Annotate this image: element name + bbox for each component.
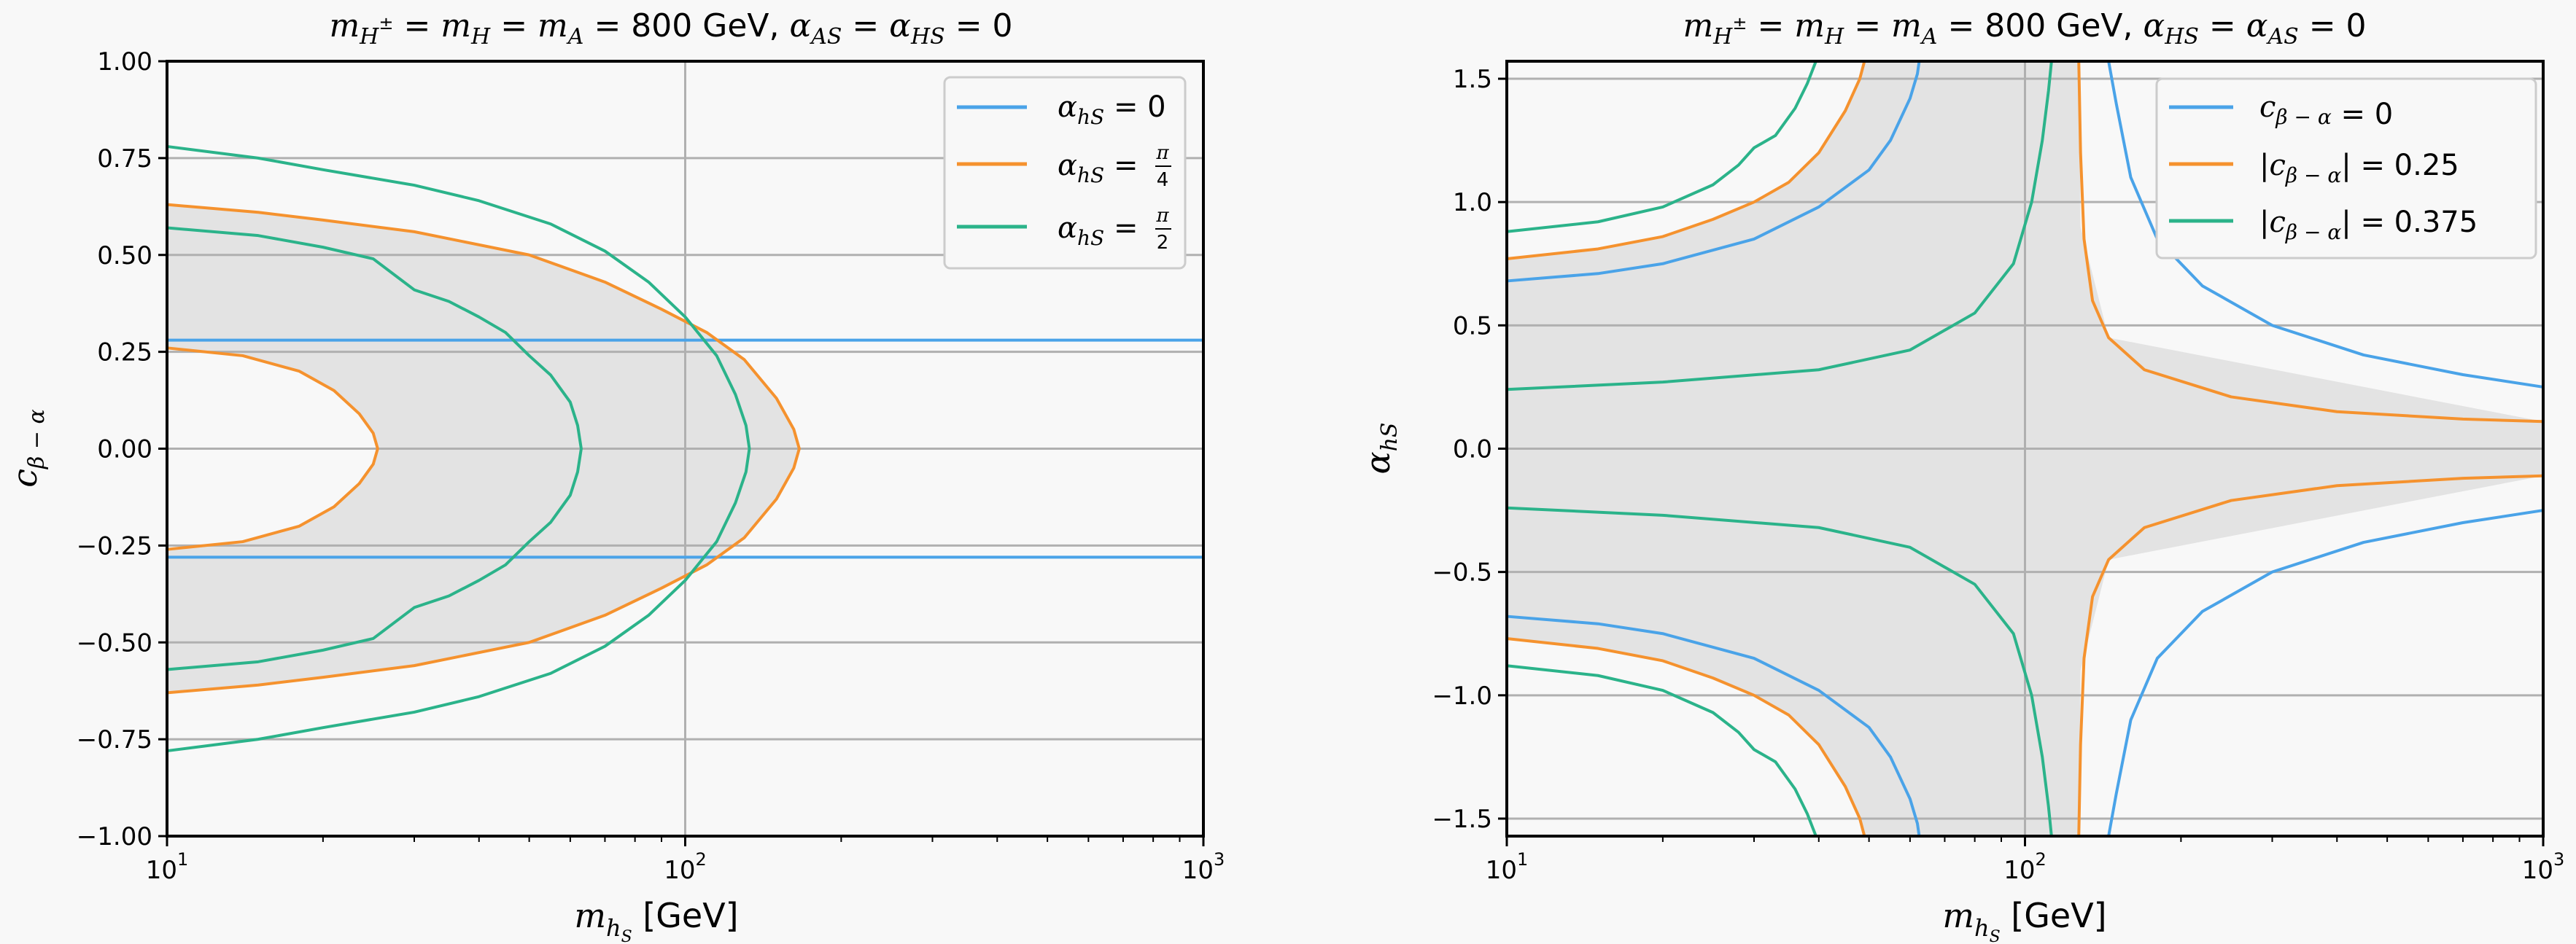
right-x-axis-label: mhS [GeV] bbox=[1942, 896, 2106, 944]
y-tick-label: −0.25 bbox=[77, 531, 152, 561]
right-y-axis-label: αhS bbox=[1358, 423, 1403, 475]
x-tick-label: 102 bbox=[664, 849, 707, 885]
series-line-2-0 bbox=[166, 144, 751, 753]
right-series-lines bbox=[1506, 61, 2544, 837]
shaded-region bbox=[1507, 61, 1920, 281]
series-line-0-0 bbox=[1506, 61, 1921, 283]
legend-label-c025: |cβ − α| = 0.25 bbox=[2259, 149, 2459, 187]
series-line-1-3 bbox=[2077, 474, 2544, 837]
left-legend-box bbox=[943, 76, 1187, 270]
y-tick-label: −0.5 bbox=[1432, 558, 1492, 588]
y-tick-label: 1.00 bbox=[97, 47, 152, 77]
series-line-1-0 bbox=[1506, 61, 1866, 260]
legend-frac-num: π bbox=[1155, 205, 1169, 227]
shaded-region bbox=[1507, 616, 1920, 836]
x-tick-label: 103 bbox=[1182, 849, 1225, 885]
x-tick-label: 101 bbox=[1486, 849, 1529, 885]
legend-frac-num: π bbox=[1155, 142, 1169, 164]
y-tick-label: 0.00 bbox=[97, 435, 152, 464]
series-line-2-1 bbox=[166, 226, 583, 671]
series-line-0-3 bbox=[2107, 509, 2544, 837]
legend-frac-den: 4 bbox=[1157, 169, 1169, 191]
y-tick-label: 1.0 bbox=[1453, 188, 1492, 217]
right-title: mH± = mH = mA = 800 GeV, αHS = αAS = 0 bbox=[1683, 7, 2366, 50]
shaded-region bbox=[1507, 61, 2052, 390]
left-panel: 1.00 0.75 0.50 0.25 0.00 −0.25 −0.50 −0.75 −1.00… bbox=[5, 7, 1225, 944]
right-ticks: 1.5 1.0 0.5 0.0 −0.5 −1.0 −1.5 101 102 103 bbox=[1432, 65, 2564, 885]
x-tick-label: 101 bbox=[146, 849, 189, 885]
series-line-1-1 bbox=[1506, 637, 1866, 837]
y-tick-label: −1.00 bbox=[77, 822, 152, 851]
series-line-1-1 bbox=[166, 346, 379, 551]
left-series-lines bbox=[166, 144, 1203, 753]
series-line-2-3 bbox=[1506, 506, 2053, 837]
series-line-0-2 bbox=[2107, 61, 2544, 389]
left-title: mH± = mH = mA = 800 GeV, αAS = αHS = 0 bbox=[329, 7, 1012, 50]
title-m: m bbox=[329, 7, 360, 44]
y-tick-label: 1.5 bbox=[1453, 65, 1492, 94]
shaded-region bbox=[1507, 507, 2052, 836]
y-tick-label: 0.25 bbox=[97, 338, 152, 367]
y-tick-label: 0.0 bbox=[1453, 435, 1492, 464]
legend-label-c0: cβ − α = 0 bbox=[2259, 90, 2393, 131]
right-panel: 1.5 1.0 0.5 0.0 −0.5 −1.0 −1.5 101 102 103 mH± = … bbox=[1358, 7, 2564, 944]
x-tick-label: 103 bbox=[2522, 849, 2565, 885]
series-line-1-2 bbox=[2077, 61, 2544, 424]
legend-label-alpha-0: αhS = 0 bbox=[1058, 90, 1166, 129]
left-ticks: 1.00 0.75 0.50 0.25 0.00 −0.25 −0.50 −0.75 −1.00… bbox=[77, 47, 1225, 885]
y-tick-label: −0.50 bbox=[77, 628, 152, 658]
right-legend: cβ − α = 0 |cβ − α| = 0.25 |cβ − α| = 0.… bbox=[2155, 77, 2537, 260]
legend-label-alpha-pi2: αhS = bbox=[1058, 211, 1138, 250]
legend-label-alpha-pi4: αhS = bbox=[1058, 149, 1138, 187]
series-line-1-0 bbox=[166, 203, 801, 695]
x-tick-label: 102 bbox=[2003, 849, 2047, 885]
y-tick-label: 0.75 bbox=[97, 144, 152, 173]
y-tick-label: −1.0 bbox=[1432, 682, 1492, 711]
series-line-2-0 bbox=[1506, 61, 1817, 233]
legend-frac-den: 2 bbox=[1157, 232, 1169, 254]
legend-label-c0375: |cβ − α| = 0.375 bbox=[2259, 206, 2478, 244]
y-tick-label: −0.75 bbox=[77, 725, 152, 754]
y-tick-label: −1.5 bbox=[1432, 805, 1492, 834]
left-legend: αhS = 0 αhS = π 4 αhS = π 2 bbox=[943, 76, 1187, 270]
left-x-axis-label: mhS [GeV] bbox=[574, 896, 738, 944]
y-tick-label: 0.50 bbox=[97, 241, 152, 270]
series-line-0-1 bbox=[1506, 615, 1921, 837]
series-line-2-2 bbox=[1506, 61, 2053, 391]
series-line-2-1 bbox=[1506, 664, 1817, 837]
y-tick-label: 0.5 bbox=[1453, 311, 1492, 340]
right-legend-box bbox=[2155, 77, 2537, 260]
left-y-axis-label: cβ − α bbox=[5, 409, 50, 488]
